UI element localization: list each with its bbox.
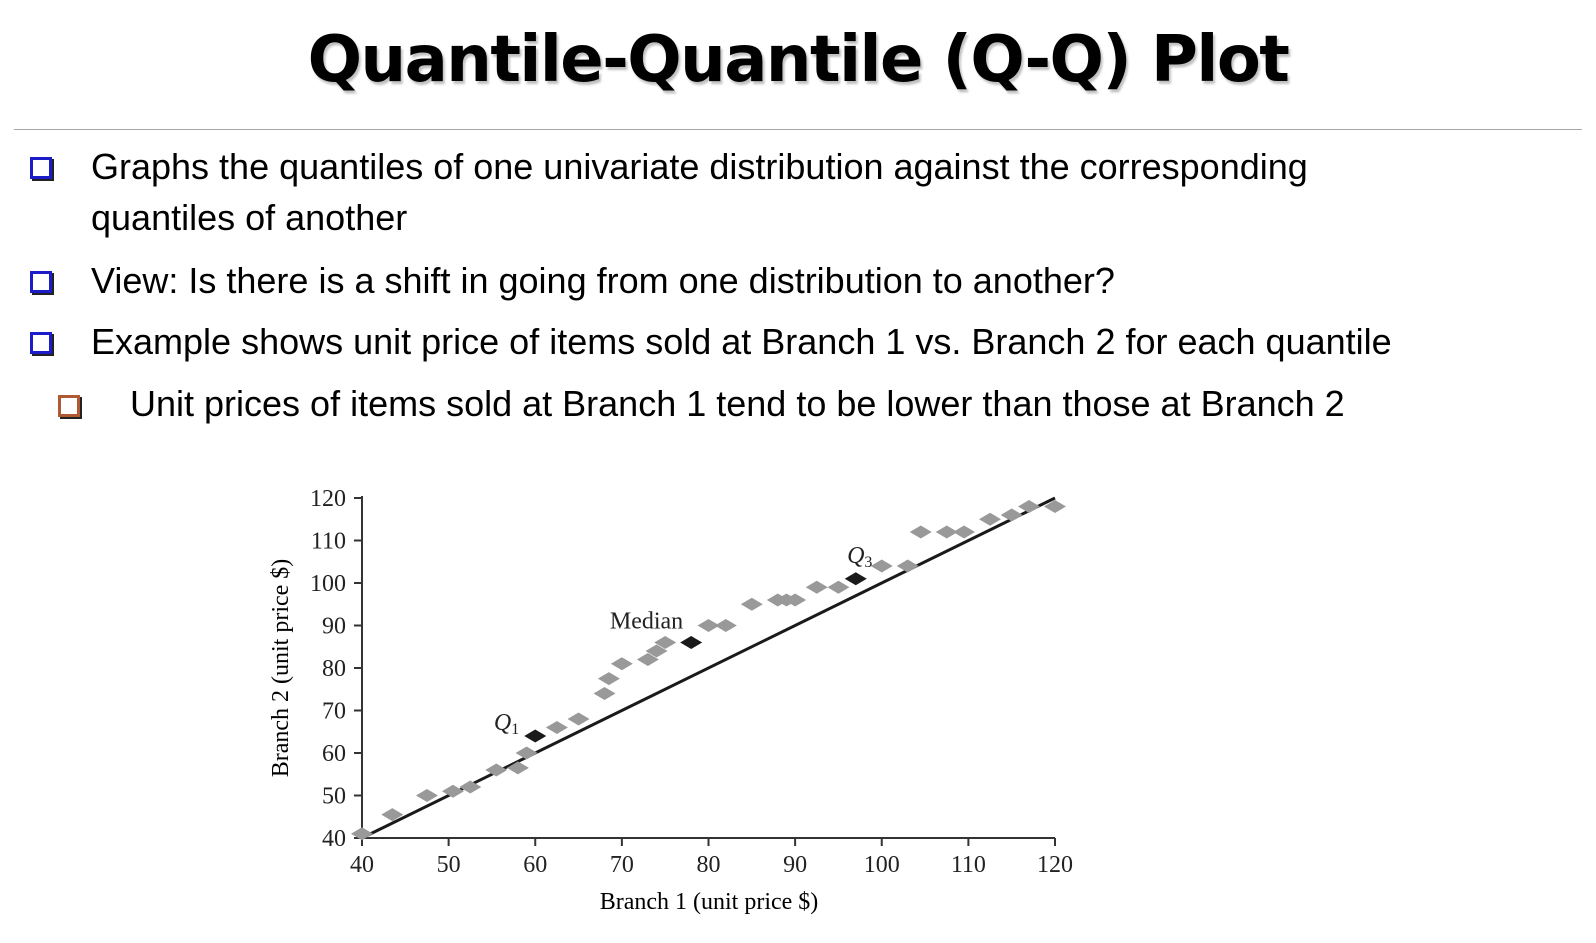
data-point [1044,500,1066,513]
y-tick-label: 120 [310,486,346,512]
data-point [979,512,1002,526]
bullet-1-line-2: quantiles of another [91,197,408,238]
x-axis-label: Branch 1 (unit price $) [600,889,819,915]
data-point [485,763,508,777]
y-tick-label: 80 [322,656,346,682]
median-label: Median [610,609,683,635]
x-tick-label: 110 [951,852,986,878]
x-tick-label: 50 [437,852,461,878]
data-points-group [351,500,1066,841]
quartile-label: Q3 [847,543,872,571]
data-point [1018,500,1041,513]
x-tick-label: 60 [523,852,547,878]
data-point [351,827,373,841]
reference-line [361,496,1056,840]
data-point [645,644,668,658]
y-tick-label: 90 [322,614,346,640]
data-point [740,597,763,611]
data-point [381,808,404,822]
x-tick-label: 70 [610,852,634,878]
data-point [953,525,976,539]
x-tick-label: 40 [350,852,374,878]
reference-line-group [361,496,1056,840]
bullet-box-icon [30,332,52,354]
x-tick-label: 120 [1037,852,1073,878]
y-tick-label: 60 [322,741,346,767]
data-point [1000,508,1023,522]
bullet-box-icon [30,157,52,179]
data-point [935,525,958,539]
data-point [545,721,568,734]
data-point [515,746,538,760]
slide-title: Quantile-Quantile (Q-Q) Plot [307,23,1290,97]
data-point [459,780,482,794]
data-point [827,580,850,594]
bullet-3-text: Example shows unit price of items sold a… [91,321,1392,362]
x-tick-label: 90 [783,852,807,878]
data-point [909,525,932,539]
data-point [697,619,720,632]
bullet-1-line-1: Graphs the quantiles of one univariate d… [91,146,1308,187]
data-point [636,653,659,666]
data-point [784,593,807,607]
bullet-4-text: Unit prices of items sold at Branch 1 te… [130,383,1345,424]
y-tick-label: 70 [322,699,346,725]
data-point [654,636,677,649]
quartile-label: Q1 [494,710,519,738]
highlighted-point [680,636,703,649]
highlighted-points-group: Q1 Median Q3 [494,543,872,743]
title-divider [14,129,1582,130]
data-point [805,580,828,594]
y-tick-label: 100 [310,571,346,597]
quartile-label-subscript: 3 [864,554,872,571]
data-point [415,789,438,802]
chart-axes: 40 50 60 70 80 90 100 110 120 40 50 60 70 80 90 100 110 1… [310,486,1073,878]
data-point [593,687,616,700]
x-tick-label: 100 [864,852,900,878]
y-axis-label: Branch 2 (unit price $) [268,559,294,778]
y-tick-label: 110 [311,529,346,555]
data-point [441,784,464,798]
data-point [567,712,590,726]
data-point [610,657,633,671]
y-tick-label: 40 [322,826,346,852]
data-point [870,559,893,573]
bullet-2-text: View: Is there is a shift in going from … [91,260,1115,301]
data-point [714,619,737,632]
bullet-box-icon [30,271,52,293]
sub-bullet-box-icon [58,395,80,417]
y-tick-label: 50 [322,784,346,810]
highlighted-point [844,572,867,586]
highlighted-point [524,729,547,743]
data-point [896,559,919,573]
x-tick-label: 80 [697,852,721,878]
quartile-label-subscript: 1 [511,721,519,738]
data-point [506,761,529,775]
data-point [597,672,620,686]
